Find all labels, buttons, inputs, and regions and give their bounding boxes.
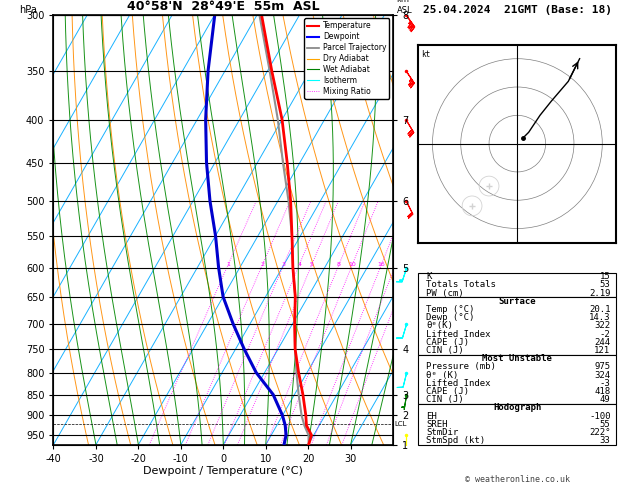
- Text: 2: 2: [260, 262, 265, 267]
- Text: CAPE (J): CAPE (J): [426, 338, 469, 347]
- Text: Pressure (mb): Pressure (mb): [426, 363, 496, 371]
- Text: 121: 121: [594, 346, 611, 355]
- Text: θᵉ(K): θᵉ(K): [426, 321, 453, 330]
- Text: 8: 8: [337, 262, 341, 267]
- Text: 10: 10: [348, 262, 356, 267]
- Text: 222°: 222°: [589, 428, 611, 437]
- Text: 33: 33: [599, 436, 611, 445]
- Text: 20.1: 20.1: [589, 305, 611, 314]
- Text: 14.3: 14.3: [589, 313, 611, 322]
- Text: 2.19: 2.19: [589, 289, 611, 297]
- Text: StmDir: StmDir: [426, 428, 459, 437]
- Text: Temp (°C): Temp (°C): [426, 305, 475, 314]
- Title: 40°58'N  28°49'E  55m  ASL: 40°58'N 28°49'E 55m ASL: [127, 0, 320, 14]
- Text: 16: 16: [377, 262, 386, 267]
- Text: 4: 4: [298, 262, 301, 267]
- Text: -2: -2: [599, 330, 611, 339]
- Text: Totals Totals: Totals Totals: [426, 280, 496, 290]
- Text: CIN (J): CIN (J): [426, 395, 464, 404]
- Text: LCL: LCL: [394, 420, 407, 427]
- Text: Hodograph: Hodograph: [493, 403, 542, 412]
- Text: CIN (J): CIN (J): [426, 346, 464, 355]
- Text: km
ASL: km ASL: [396, 0, 412, 15]
- Text: CAPE (J): CAPE (J): [426, 387, 469, 396]
- Bar: [418, 404, 616, 445]
- Text: 244: 244: [594, 338, 611, 347]
- Text: Dewp (°C): Dewp (°C): [426, 313, 475, 322]
- Text: 55: 55: [599, 420, 611, 429]
- Text: PW (cm): PW (cm): [426, 289, 464, 297]
- Text: EH: EH: [426, 412, 437, 420]
- Text: Surface: Surface: [499, 297, 536, 306]
- Text: 324: 324: [594, 370, 611, 380]
- Text: 15: 15: [599, 272, 611, 281]
- Text: -100: -100: [589, 412, 611, 420]
- Text: Most Unstable: Most Unstable: [482, 354, 552, 363]
- Text: 53: 53: [599, 280, 611, 290]
- X-axis label: Dewpoint / Temperature (°C): Dewpoint / Temperature (°C): [143, 467, 303, 476]
- Text: kt: kt: [421, 50, 430, 59]
- Text: K: K: [426, 272, 431, 281]
- Legend: Temperature, Dewpoint, Parcel Trajectory, Dry Adiabat, Wet Adiabat, Isotherm, Mi: Temperature, Dewpoint, Parcel Trajectory…: [304, 18, 389, 99]
- Text: θᵉ (K): θᵉ (K): [426, 370, 459, 380]
- Bar: [418, 297, 616, 355]
- Text: 25.04.2024  21GMT (Base: 18): 25.04.2024 21GMT (Base: 18): [423, 5, 612, 15]
- Text: -3: -3: [599, 379, 611, 388]
- Text: Lifted Index: Lifted Index: [426, 330, 491, 339]
- Text: 1: 1: [226, 262, 230, 267]
- Text: StmSpd (kt): StmSpd (kt): [426, 436, 486, 445]
- Text: 418: 418: [594, 387, 611, 396]
- Text: 3: 3: [282, 262, 286, 267]
- Text: 322: 322: [594, 321, 611, 330]
- Bar: [418, 355, 616, 404]
- Text: © weatheronline.co.uk: © weatheronline.co.uk: [465, 474, 570, 484]
- Text: SREH: SREH: [426, 420, 448, 429]
- Bar: [418, 273, 616, 297]
- Text: 49: 49: [599, 395, 611, 404]
- Text: 5: 5: [310, 262, 314, 267]
- Text: 975: 975: [594, 363, 611, 371]
- Text: hPa: hPa: [19, 4, 37, 15]
- Text: Lifted Index: Lifted Index: [426, 379, 491, 388]
